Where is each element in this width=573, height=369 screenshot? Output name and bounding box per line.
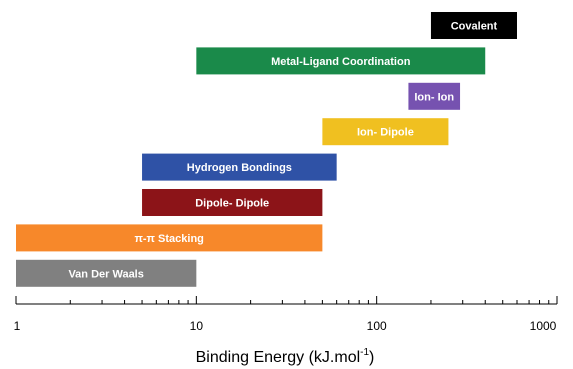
bar-3 (322, 118, 449, 146)
x-axis-title-end: ) (369, 349, 374, 366)
bar-label-1: Metal-Ligand Coordination (271, 56, 411, 68)
bar-4 (142, 153, 337, 181)
bar-label-7: Van Der Waals (68, 268, 143, 280)
bar-label-3: Ion- Dipole (357, 127, 414, 139)
x-axis-ticks: 1 10 100 1000 (14, 296, 558, 333)
x-axis-title-superscript: -1 (360, 347, 369, 358)
tick-label-0: 1 (14, 319, 21, 333)
bar-2 (408, 82, 461, 110)
tick-label-2: 100 (367, 319, 387, 333)
bar-label-4: Hydrogen Bondings (187, 162, 292, 174)
bar-label-5: Dipole- Dipole (195, 198, 269, 210)
bar-label-6: π-π Stacking (134, 233, 203, 245)
tick-label-1: 10 (190, 319, 204, 333)
x-axis-title: Binding Energy (kJ.mol-1) (196, 347, 375, 366)
bar-6 (16, 224, 323, 252)
tick-label-3: 1000 (530, 319, 557, 333)
bars-layer: Covalent Metal-Ligand Coordination Ion- Io… (16, 12, 517, 287)
bar-7 (16, 259, 197, 287)
bar-label-0: Covalent (451, 21, 498, 33)
bar-5 (142, 189, 323, 216)
x-axis: 1 10 100 1000 (14, 296, 558, 333)
bar-label-2: Ion- Ion (414, 91, 454, 103)
x-axis-title-main: Binding Energy (kJ.mol (196, 349, 361, 366)
bar-0 (430, 12, 517, 39)
bar-1 (196, 47, 486, 75)
